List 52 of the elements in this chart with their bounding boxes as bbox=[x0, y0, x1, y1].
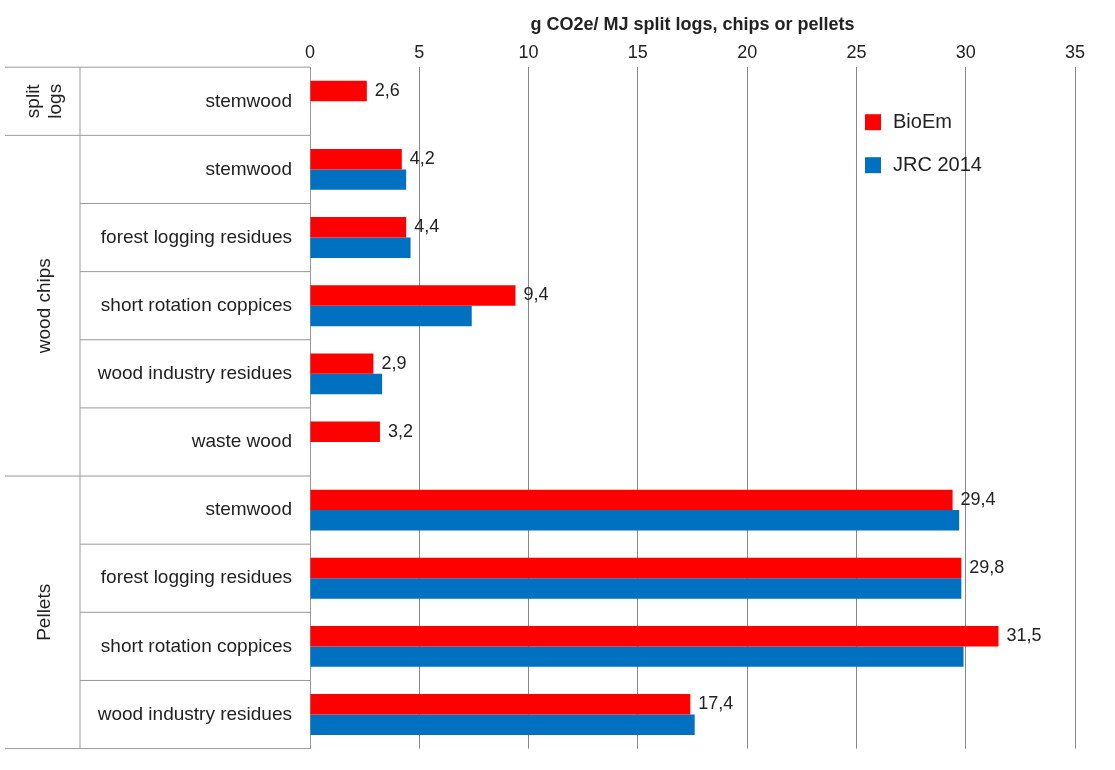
x-axis-title: g CO2e/ MJ split logs, chips or pellets bbox=[530, 13, 855, 34]
bar bbox=[310, 557, 962, 579]
bar bbox=[310, 578, 962, 599]
x-tick-label: 10 bbox=[518, 42, 539, 63]
x-tick-label: 20 bbox=[737, 42, 758, 63]
data-label: 9,4 bbox=[523, 284, 549, 305]
bar bbox=[310, 80, 367, 102]
y-tick-label: stemwood bbox=[205, 498, 292, 520]
bar bbox=[310, 421, 380, 442]
data-label: 17,4 bbox=[698, 693, 734, 714]
x-tick-label: 35 bbox=[1064, 42, 1086, 63]
x-tick-label: 15 bbox=[627, 42, 648, 63]
bar bbox=[310, 510, 960, 531]
x-tick-label: 25 bbox=[846, 42, 867, 63]
bar bbox=[310, 237, 411, 258]
bar bbox=[310, 148, 402, 170]
bar bbox=[310, 373, 383, 395]
data-label: 29,4 bbox=[960, 488, 996, 509]
data-label: 4,2 bbox=[409, 148, 435, 169]
data-label: 3,2 bbox=[387, 420, 413, 441]
legend-label: JRC 2014 bbox=[893, 152, 982, 175]
data-label: 2,9 bbox=[381, 352, 407, 373]
y-tick-label: wood industry residues bbox=[96, 702, 292, 724]
data-label: 4,4 bbox=[414, 216, 440, 237]
text: Pellets bbox=[33, 583, 55, 641]
bar bbox=[310, 217, 407, 238]
data-label: 29,8 bbox=[969, 557, 1005, 577]
bar bbox=[310, 305, 472, 327]
x-tick-label: 5 bbox=[414, 42, 425, 63]
y-tick-label: forest logging residues bbox=[100, 225, 292, 247]
data-label: 31,5 bbox=[1006, 625, 1042, 646]
x-tick-label: 0 bbox=[304, 42, 316, 63]
data-label: 2,6 bbox=[374, 80, 400, 101]
text: wood chips bbox=[33, 258, 55, 355]
text: split logs bbox=[22, 83, 66, 119]
bar bbox=[310, 714, 695, 735]
y-tick-label: short rotation coppices bbox=[100, 293, 292, 315]
bar bbox=[310, 353, 374, 374]
bar bbox=[310, 646, 964, 667]
y-tick-label: stemwood bbox=[205, 89, 292, 111]
y-tick-label: waste wood bbox=[190, 430, 292, 452]
bar bbox=[310, 625, 999, 647]
bar bbox=[310, 285, 516, 306]
y-tick-label: short rotation coppices bbox=[100, 634, 292, 656]
y-tick-label: stemwood bbox=[205, 157, 292, 179]
y-tick-label: wood industry residues bbox=[96, 362, 292, 384]
legend-label: BioEm bbox=[893, 109, 952, 132]
bar bbox=[310, 169, 407, 190]
bar bbox=[310, 489, 953, 511]
bar bbox=[310, 694, 691, 715]
x-tick-label: 30 bbox=[955, 42, 976, 63]
y-tick-label: forest logging residues bbox=[100, 566, 292, 588]
